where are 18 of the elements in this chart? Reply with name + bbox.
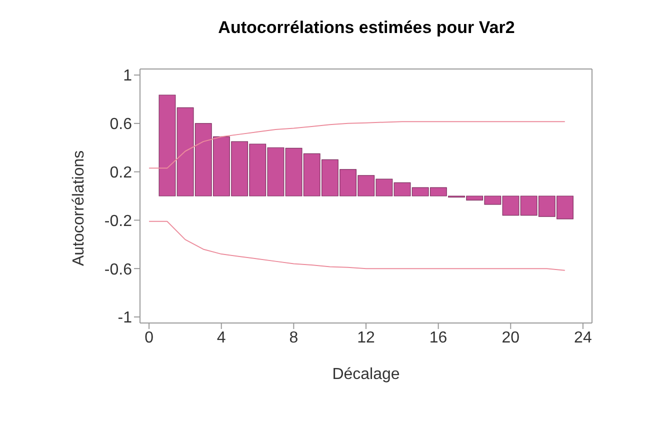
y-tick-label: 1: [123, 68, 132, 85]
chart-title: Autocorrélations estimées pour Var2: [217, 18, 516, 38]
line-series: [148, 220, 566, 271]
line-series: [148, 121, 566, 169]
x-tick-label: 0: [144, 329, 154, 346]
x-tick-label: 8: [289, 329, 298, 346]
y-tick-label: 0.2: [110, 164, 132, 182]
x-tick-label: 20: [502, 329, 520, 346]
y-axis-title: Autocorrélations: [70, 150, 88, 266]
y-tick-label: 0.6: [110, 116, 132, 134]
x-tick-label: 4: [216, 329, 226, 346]
y-tick-label: -0.6: [104, 261, 132, 278]
x-tick-label: 16: [429, 329, 448, 346]
x-tick-label: 24: [574, 329, 592, 346]
x-tick-label: 12: [357, 329, 375, 346]
x-axis-title: Décalage: [332, 366, 400, 383]
y-tick-label: -0.2: [104, 212, 132, 230]
y-tick-label: -1: [118, 310, 132, 327]
